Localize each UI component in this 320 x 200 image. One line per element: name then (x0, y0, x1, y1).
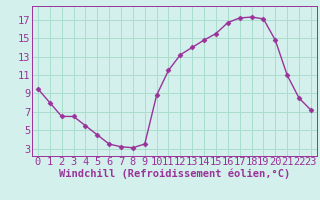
X-axis label: Windchill (Refroidissement éolien,°C): Windchill (Refroidissement éolien,°C) (59, 169, 290, 179)
